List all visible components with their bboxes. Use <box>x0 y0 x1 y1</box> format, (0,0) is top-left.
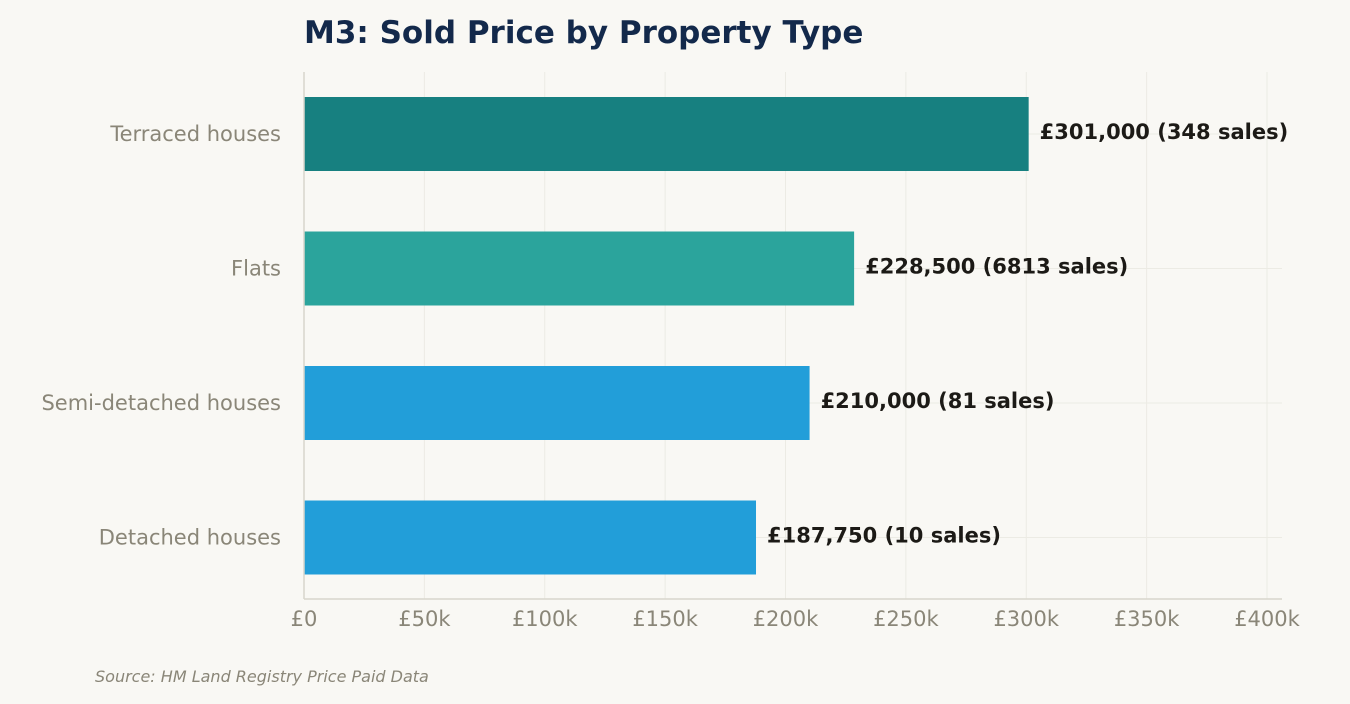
bar-3 <box>304 500 757 575</box>
labels: Terraced houses £301,000 (348 sales) Flats… <box>41 120 1300 631</box>
x-tick-label-0: £0 <box>291 607 318 631</box>
bar-0 <box>304 97 1029 171</box>
source-note: Source: HM Land Registry Price Paid Data <box>95 667 429 686</box>
data-label-3: £187,750 (10 sales) <box>767 524 1001 548</box>
axes <box>303 72 1282 600</box>
category-label-2: Semi-detached houses <box>41 391 281 415</box>
bar-2 <box>304 366 810 440</box>
bars <box>304 97 1029 575</box>
chart-title: M3: Sold Price by Property Type <box>304 15 863 51</box>
x-tick-label-6: £300k <box>993 607 1059 631</box>
data-label-0: £301,000 (348 sales) <box>1040 120 1289 144</box>
x-tick-label-5: £250k <box>873 607 939 631</box>
x-tick-label-7: £350k <box>1114 607 1180 631</box>
category-label-0: Terraced houses <box>109 122 281 146</box>
x-tick-label-4: £200k <box>753 607 819 631</box>
category-label-3: Detached houses <box>99 526 281 550</box>
x-tick-label-2: £100k <box>512 607 578 631</box>
data-label-2: £210,000 (81 sales) <box>821 389 1055 413</box>
x-tick-label-1: £50k <box>398 607 451 631</box>
x-tick-label-8: £400k <box>1234 607 1300 631</box>
bar-1 <box>304 231 855 306</box>
category-label-1: Flats <box>231 257 281 281</box>
data-label-1: £228,500 (6813 sales) <box>865 255 1128 279</box>
x-tick-label-3: £150k <box>632 607 698 631</box>
